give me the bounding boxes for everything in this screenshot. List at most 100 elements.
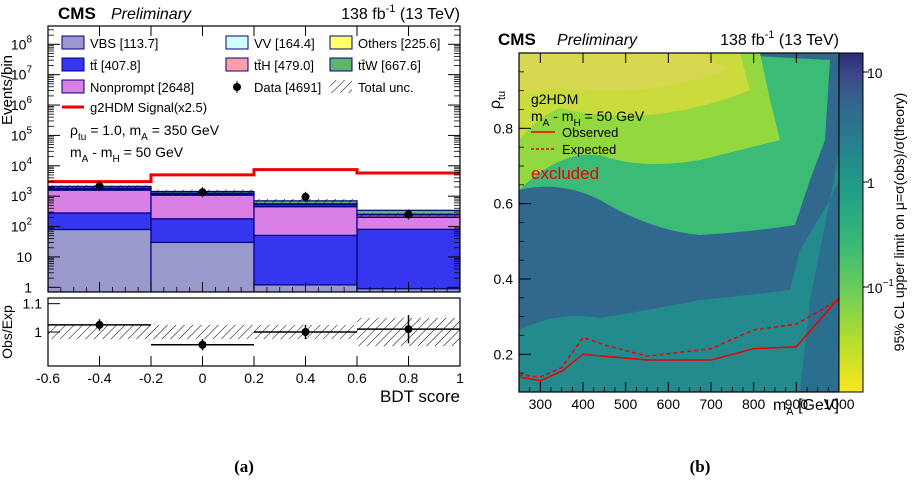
stack-bar — [48, 189, 152, 214]
ratio-band-bar — [48, 324, 151, 340]
legend-swatch — [329, 35, 353, 50]
panel-a-caption: (a) — [234, 457, 254, 476]
x-tick-label-b: 800 — [742, 396, 766, 412]
ratio-point — [198, 340, 207, 349]
stack-bar — [356, 228, 460, 290]
ratio-axes: 1 1.1 -0.6 -0.4 -0.2 0 0.2 0.4 0.6 0.8 1 — [23, 296, 465, 386]
x-tick-label: 1 — [456, 370, 464, 386]
ratio-points — [48, 315, 460, 351]
x-tick-label-b: 500 — [614, 396, 638, 412]
legend-swatch — [61, 57, 85, 72]
y-tick-exponent: 5 — [26, 125, 32, 136]
preliminary-label: Preliminary — [111, 6, 192, 23]
stack-bar — [253, 234, 358, 286]
expected-contour — [519, 299, 839, 378]
mass-split-text: mA - mH = 50 GeV — [70, 144, 184, 165]
data-point — [301, 192, 310, 201]
y-tick-exponent: 7 — [26, 65, 32, 76]
z-tick-exponent: −1 — [883, 278, 895, 289]
x-tick-label-b: 400 — [571, 396, 595, 412]
legend-label: Total unc. — [358, 80, 414, 95]
legend-swatch — [329, 57, 353, 72]
limit-contours — [519, 297, 839, 382]
legend-label: tt̄ [407.8] — [90, 58, 141, 73]
ratio-point — [95, 320, 104, 329]
y-tick-label: 1 — [24, 279, 32, 295]
data-point — [404, 210, 413, 219]
x-tick-label: 0 — [199, 370, 207, 386]
ratio-point — [301, 328, 310, 336]
legend-label: VV [164.4] — [254, 36, 315, 51]
x-tick-label-b: 300 — [529, 396, 553, 412]
legend-label: VBS [113.7] — [90, 36, 158, 51]
x-tick-label: 0.6 — [347, 370, 367, 386]
ratio-point — [404, 325, 413, 334]
x-tick-label: 0.4 — [296, 370, 316, 386]
mass-split-label: mA - mH = 50 GeV — [531, 108, 645, 129]
preliminary-label-b: Preliminary — [557, 32, 638, 49]
legend-swatch — [61, 79, 85, 94]
legend-label: tt̄H [479.0] — [254, 58, 314, 73]
heatmap-region-top — [519, 53, 730, 95]
signal-line — [48, 168, 460, 184]
x-tick-label: -0.4 — [87, 370, 111, 386]
x-tick-label-b: 700 — [699, 396, 723, 412]
data-point — [198, 188, 207, 197]
legend-label: Nonprompt [2648] — [90, 80, 194, 95]
heatmap-region-blue — [800, 180, 839, 392]
stack-bar — [253, 206, 358, 236]
stack-bar — [150, 194, 255, 220]
y-tick-label-b: 0.8 — [494, 120, 514, 136]
x-tick-label-b: 900 — [785, 396, 809, 412]
y-tick-exponent: 4 — [26, 156, 32, 167]
y-axis-label-b: ρtu — [487, 91, 508, 109]
axes-b: 300 400 500 600 700 800 900 1000 0.2 0.4 0.6 0.8 — [494, 53, 855, 412]
limit-heatmap — [519, 53, 839, 392]
legend-label: Data [4691] — [254, 80, 321, 95]
panel-b: 300 400 500 600 700 800 900 1000 0.2 0.4 0.6 0.8 10… — [487, 29, 907, 476]
z-tick-label: 10 — [867, 65, 883, 81]
rho-mass-text: ρtu = 1.0, mA = 350 GeV — [70, 122, 220, 143]
ratio-y-tick-label: 1.1 — [23, 296, 43, 312]
y-axis-label: Events/bin — [0, 55, 16, 125]
excluded-label: excluded — [531, 164, 599, 183]
legend-label: tt̄W [667.6] — [358, 58, 421, 73]
y-tick-label: 108 — [11, 34, 33, 52]
stack-bar — [48, 212, 152, 231]
x-axis-label-b: mA [GeV] — [773, 397, 839, 418]
y-tick-label: 10 — [16, 249, 32, 265]
data-points — [95, 181, 413, 220]
x-tick-label: 0.8 — [399, 370, 419, 386]
signal-histogram — [48, 168, 460, 184]
heatmap-region-teal — [519, 150, 839, 392]
data-point — [95, 182, 104, 191]
y-tick-label-b: 0.2 — [494, 346, 514, 362]
z-tick-label: 1 — [867, 175, 875, 191]
lumi-label-b: 138 fb-1 (13 TeV) — [720, 29, 839, 49]
stacked-histogram — [48, 185, 460, 292]
x-tick-label: -0.2 — [139, 370, 163, 386]
x-tick-label-b: 600 — [657, 396, 681, 412]
lumi-label: 138 fb-1 (13 TeV) — [341, 3, 460, 23]
color-bar — [838, 52, 864, 393]
y-tick-label-b: 0.4 — [494, 271, 514, 287]
x-tick-label-b: 1000 — [823, 396, 854, 412]
legend-label: Others [225.6] — [358, 36, 440, 51]
ratio-band-bar — [151, 324, 254, 340]
y-tick-label: 103 — [11, 186, 33, 204]
y-tick-label: 105 — [11, 125, 33, 143]
x-tick-label: 0.2 — [244, 370, 264, 386]
y-tick-label-b: 0.6 — [494, 196, 514, 212]
stack-bar — [150, 218, 255, 244]
z-axis-label: 95% CL upper limit on μ=σ(obs)/σ(theory) — [891, 93, 907, 352]
x-tick-label: -0.6 — [36, 370, 60, 386]
legend-label: g2HDM Signal(x2.5) — [90, 100, 207, 115]
legend-swatch — [61, 35, 85, 50]
cms-label: CMS — [58, 4, 96, 23]
model-label: g2HDM — [531, 91, 578, 107]
ratio-y-label: Obs/Exp — [0, 305, 15, 359]
legend-swatch — [330, 80, 352, 93]
x-axis-label: BDT score — [380, 387, 460, 406]
